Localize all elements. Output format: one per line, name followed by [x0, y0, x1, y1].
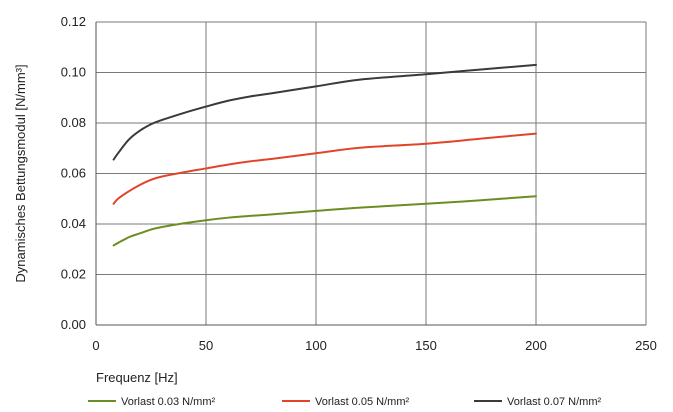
y-tick-label: 0.02 [61, 267, 86, 282]
x-tick-label: 100 [305, 338, 327, 353]
legend-label: Vorlast 0.03 N/mm² [121, 396, 215, 408]
y-tick-label: 0.00 [61, 317, 86, 332]
y-tick-label: 0.10 [61, 65, 86, 80]
x-tick-label: 250 [635, 338, 657, 353]
y-tick-label: 0.08 [61, 115, 86, 130]
x-tick-label: 150 [415, 338, 437, 353]
grid [96, 21, 647, 325]
series-line-3 [112, 63, 537, 161]
y-tick-label: 0.12 [61, 14, 86, 29]
series-lines [112, 63, 537, 247]
x-axis-title: Frequenz [Hz] [96, 370, 178, 385]
series-line-1 [112, 195, 537, 247]
axes [95, 22, 646, 326]
y-axis-title: Dynamisches Bettungsmodul [N/mm³] [13, 64, 28, 282]
x-tick-label: 200 [525, 338, 547, 353]
series-line-2 [112, 132, 537, 205]
x-tick-label: 0 [92, 338, 99, 353]
x-tick-label: 50 [199, 338, 213, 353]
legend: Vorlast 0.03 N/mm² Vorlast 0.05 N/mm² Vorl… [88, 396, 601, 408]
legend-label: Vorlast 0.05 N/mm² [315, 396, 409, 408]
y-tick-label: 0.06 [61, 166, 86, 181]
y-tick-label: 0.04 [61, 216, 86, 231]
tick-labels: 0.00 0.02 0.04 0.06 0.08 0.10 0.12 0 50 100 150 200… [61, 14, 657, 353]
legend-label: Vorlast 0.07 N/mm² [507, 396, 601, 408]
